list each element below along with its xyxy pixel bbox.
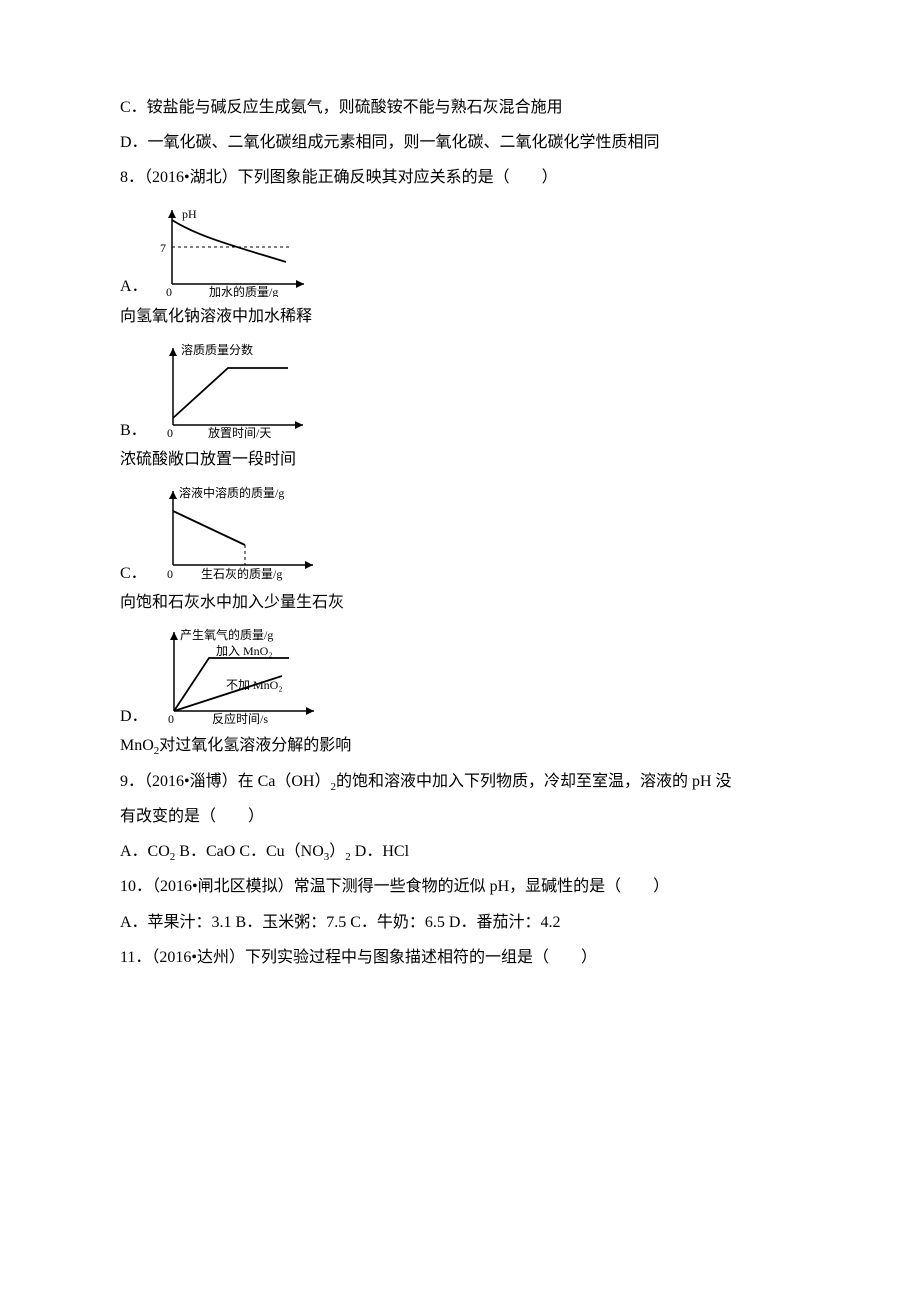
- svg-text:溶质质量分数: 溶质质量分数: [181, 342, 253, 357]
- svg-text:0: 0: [167, 567, 173, 581]
- svg-text:不加 MnO₂: 不加 MnO₂: [226, 678, 283, 692]
- q8-opt-d-caption: MnO2对过氧化氢溶液分解的影响: [120, 728, 800, 763]
- q9-stem-line2: 有改变的是（ ）: [120, 799, 800, 834]
- q9-stem-middle: 的饱和溶液中加入下列物质，冷却至室温，溶液的 pH 没: [336, 773, 732, 790]
- q8-d-suffix: 对过氧化氢溶液分解的影响: [159, 737, 351, 754]
- q8-opt-b-caption: 浓硫酸敞口放置一段时间: [120, 442, 800, 477]
- svg-text:加水的质量/g: 加水的质量/g: [209, 284, 278, 297]
- q8-opt-c-caption: 向饱和石灰水中加入少量生石灰: [120, 585, 800, 620]
- q8-opt-a-row: A． pH 7 0 加水的质量/g: [120, 202, 800, 297]
- q9-optA-sub: 2: [170, 851, 176, 863]
- q10-options: A．苹果汁：3.1 B．玉米粥：7.5 C．牛奶：6.5 D．番茄汁：4.2: [120, 905, 800, 940]
- svg-text:加入 MnO₂: 加入 MnO₂: [216, 644, 273, 658]
- q9-optB: B．CaO: [179, 843, 235, 860]
- q8-opt-a-label: A．: [120, 277, 148, 296]
- q8-fig-b: 溶质质量分数 0 放置时间/天: [153, 340, 323, 440]
- q8-opt-d-label: D．: [120, 707, 148, 726]
- svg-text:放置时间/天: 放置时间/天: [208, 425, 271, 440]
- svg-text:0: 0: [167, 426, 173, 440]
- svg-text:产生氧气的质量/g: 产生氧气的质量/g: [180, 627, 273, 642]
- q8-opt-b-label: B．: [120, 421, 147, 440]
- svg-text:pH: pH: [182, 207, 197, 221]
- svg-text:反应时间/s: 反应时间/s: [212, 711, 268, 726]
- svg-text:0: 0: [168, 712, 174, 726]
- q9-optC-mid: ）: [329, 843, 345, 860]
- q9-optA-pre: A．CO: [120, 843, 170, 860]
- q11-stem: 11．（2016•达州）下列实验过程中与图象描述相符的一组是（ ）: [120, 940, 800, 975]
- svg-text:7: 7: [160, 241, 166, 255]
- q8-opt-b-row: B． 溶质质量分数 0 放置时间/天: [120, 340, 800, 440]
- q8-opt-a-caption: 向氢氧化钠溶液中加水稀释: [120, 299, 800, 334]
- q9-options: A．CO2 B．CaO C．Cu（NO3）2 D．HCl: [120, 834, 800, 869]
- q7-opt-d: D．一氧化碳、二氧化碳组成元素相同，则一氧化碳、二氧化碳化学性质相同: [120, 125, 800, 160]
- svg-text:0: 0: [166, 285, 172, 297]
- q8-opt-c-row: C． 溶液中溶质的质量/g 0 生石灰的质量/g: [120, 483, 800, 583]
- q9-optC-sub2: 2: [345, 851, 351, 863]
- page: C．铵盐能与碱反应生成氨气，则硫酸铵不能与熟石灰混合施用 D．一氧化碳、二氧化碳…: [0, 0, 920, 1302]
- q8-opt-c-label: C．: [120, 564, 147, 583]
- q8-fig-c: 溶液中溶质的质量/g 0 生石灰的质量/g: [153, 483, 338, 583]
- q9-optD: D．HCl: [355, 843, 409, 860]
- q8-fig-d: 产生氧气的质量/g 加入 MnO₂ 不加 MnO₂ 0 反应时间/s: [154, 626, 339, 726]
- q8-fig-a: pH 7 0 加水的质量/g: [154, 202, 324, 297]
- q8-opt-d-row: D． 产生氧气的质量/g 加入 MnO₂ 不加 MnO₂ 0 反应时间/s: [120, 626, 800, 726]
- q7-opt-c: C．铵盐能与碱反应生成氨气，则硫酸铵不能与熟石灰混合施用: [120, 90, 800, 125]
- q8-stem: 8．（2016•湖北）下列图象能正确反映其对应关系的是（ ）: [120, 160, 800, 195]
- q9-optC-pre: C．Cu（NO: [239, 843, 323, 860]
- q10-stem: 10．（2016•闸北区模拟）常温下测得一些食物的近似 pH，显碱性的是（ ）: [120, 869, 800, 904]
- svg-text:生石灰的质量/g: 生石灰的质量/g: [201, 566, 282, 581]
- q8-d-prefix: MnO: [120, 737, 154, 754]
- q9-stem-line1: 9．（2016•淄博）在 Ca（OH）2的饱和溶液中加入下列物质，冷却至室温，溶…: [120, 764, 800, 799]
- q9-stem-prefix: 9．（2016•淄博）在 Ca（OH）: [120, 773, 331, 790]
- svg-text:溶液中溶质的质量/g: 溶液中溶质的质量/g: [179, 485, 284, 500]
